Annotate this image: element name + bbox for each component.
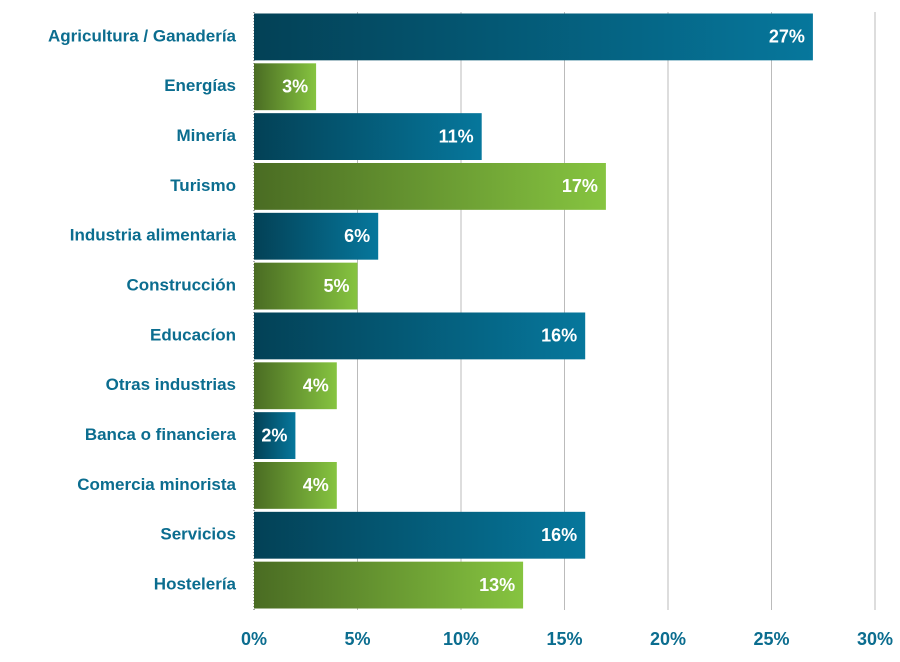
value-label: 3% [282,77,308,97]
bar [254,113,482,161]
category-label: Industria alimentaria [70,226,237,245]
value-label: 16% [541,326,577,346]
x-tick-label: 5% [344,629,370,649]
bar [254,461,337,509]
category-label: Minería [176,126,236,145]
value-label: 4% [303,376,329,396]
bar [254,13,813,61]
x-tick-label: 30% [857,629,893,649]
category-label: Servicios [160,525,236,544]
value-label: 6% [344,226,370,246]
category-label: Construcción [126,276,236,295]
value-label: 13% [479,575,515,595]
bar [254,63,317,111]
x-tick-label: 15% [546,629,582,649]
value-label: 11% [439,126,474,146]
category-label: Educacíon [150,325,236,344]
category-label: Comercia minorista [77,475,236,494]
bar [254,511,586,559]
category-label: Turismo [170,176,236,195]
bar [254,212,379,260]
x-tick-label: 25% [753,629,789,649]
value-label: 27% [769,27,805,47]
category-label: Hostelería [154,575,237,594]
x-tick-label: 0% [241,629,267,649]
value-label: 5% [323,276,349,296]
bar [254,162,606,210]
value-label: 4% [303,475,329,495]
category-label: Otras industrias [106,375,236,394]
x-tick-label: 20% [650,629,686,649]
bar [254,312,586,360]
value-label: 16% [541,525,577,545]
category-label: Banca o financiera [85,425,237,444]
x-tick-label: 10% [443,629,479,649]
value-label: 2% [261,425,287,445]
bar [254,262,358,310]
value-label: 17% [562,176,598,196]
bar [254,561,524,609]
bar [254,362,337,410]
category-label: Energías [164,76,236,95]
category-label: Agricultura / Ganadería [48,26,237,45]
bar [254,412,296,460]
